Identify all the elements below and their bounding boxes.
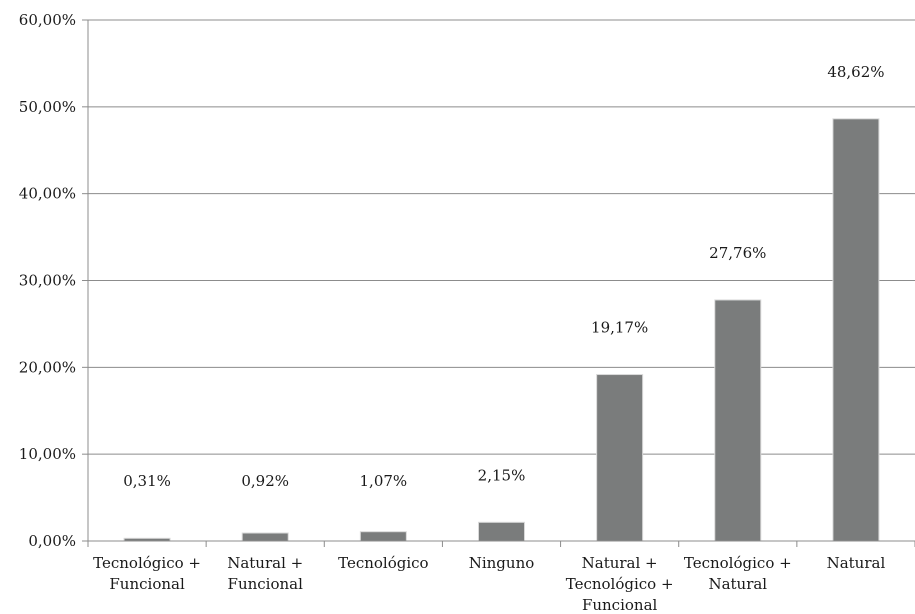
y-tick-label: 10,00% [19, 445, 76, 463]
category-label: Natural + Funcional [227, 554, 303, 593]
category-label-line: Natural + [227, 554, 303, 572]
bar [596, 374, 644, 542]
data-labels: 0,31% 0,92% 1,07% 2,15% 19,17% 27,76% 48,62% [123, 63, 884, 490]
data-label: 1,07% [360, 472, 408, 490]
gridlines [88, 19, 915, 455]
category-label-line: Tecnológico [338, 554, 428, 572]
y-tick-label: 20,00% [19, 358, 76, 376]
category-label-line: Funcional [582, 596, 658, 614]
axes [82, 19, 915, 547]
category-label: Tecnológico [338, 554, 428, 572]
bar [832, 118, 880, 542]
category-label-line: Natural + [582, 554, 658, 572]
category-label-line: Tecnológico + [93, 554, 201, 572]
y-tick-label: 40,00% [19, 185, 76, 203]
data-label: 48,62% [827, 63, 884, 81]
category-label: Tecnológico + Natural [684, 554, 792, 593]
category-label: Tecnológico + Funcional [93, 554, 201, 593]
bar [478, 521, 525, 542]
bar [241, 532, 289, 542]
category-label-line: Tecnológico + [684, 554, 792, 572]
y-tick-label: 0,00% [28, 532, 76, 550]
data-label: 2,15% [478, 466, 526, 484]
category-label-line: Tecnológico + [566, 575, 674, 593]
data-label: 0,31% [123, 472, 171, 490]
y-tick-label: 60,00% [19, 11, 76, 29]
data-label: 0,92% [241, 472, 289, 490]
data-label: 27,76% [709, 244, 766, 262]
category-label-line: Ninguno [469, 554, 535, 572]
category-label-line: Natural [708, 575, 767, 593]
category-label-line: Natural [827, 554, 886, 572]
y-tick-label: 30,00% [19, 272, 76, 290]
category-label-line: Funcional [109, 575, 185, 593]
category-label: Ninguno [469, 554, 535, 572]
category-label-line: Funcional [228, 575, 304, 593]
category-label: Natural + Tecnológico + Funcional [566, 554, 674, 614]
y-axis-tick-labels: 0,00% 10,00% 20,00% 30,00% 40,00% 50,00% 60,00… [19, 11, 76, 550]
bars [123, 118, 880, 542]
y-tick-label: 50,00% [19, 98, 76, 116]
bar [359, 531, 407, 542]
bar [714, 299, 762, 542]
category-labels: Tecnológico + Funcional Natural + Funcional… [93, 554, 885, 614]
data-label: 19,17% [591, 319, 648, 337]
category-label: Natural [827, 554, 886, 572]
